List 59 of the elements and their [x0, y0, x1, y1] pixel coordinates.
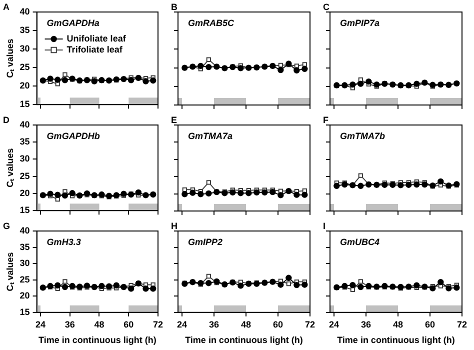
x-tick-label: 36: [360, 319, 372, 330]
x-tick-label: 24: [35, 319, 46, 330]
x-tick-label: 36: [208, 319, 220, 330]
legend-label: Trifoliate leaf: [66, 44, 124, 54]
text: GmTMA7b: [340, 131, 386, 141]
y-tick-label: 20: [20, 80, 30, 91]
y-axis-title: Cₜ values: [4, 252, 15, 292]
y-tick-label: 15: [20, 306, 30, 317]
x-tick-label: 48: [392, 319, 404, 330]
text: D: [3, 115, 10, 125]
x-tick-label: 48: [94, 319, 104, 330]
y-tick-label: 20: [20, 290, 30, 301]
y-tick-label: 30: [20, 154, 30, 164]
text: I: [323, 221, 326, 231]
text: C: [323, 2, 330, 12]
x-axis-title: Time in continuous light (h): [185, 335, 303, 346]
text: GmGAPDHb: [46, 131, 100, 141]
text: F: [323, 115, 329, 125]
x-tick-label: 60: [424, 319, 436, 330]
text: GmTMA7a: [188, 131, 233, 141]
x-tick-label: 24: [176, 319, 188, 330]
x-tick-label: 36: [64, 319, 75, 330]
x-tick-label: 60: [272, 319, 284, 330]
text: GmUBC4: [340, 237, 380, 247]
x-tick-label: 72: [304, 319, 316, 330]
y-axis-title: Cₜ values: [4, 38, 15, 78]
text: A: [3, 2, 10, 12]
x-axis-title: Time in continuous light (h): [337, 335, 455, 346]
x-axis-title: Time in continuous light (h): [38, 335, 156, 346]
y-tick-label: 35: [20, 136, 30, 147]
y-tick-label: 35: [20, 25, 30, 36]
y-tick-label: 15: [20, 205, 30, 216]
y-tick-label: 25: [20, 62, 30, 72]
y-tick-label: 25: [20, 170, 30, 181]
y-tick-label: 40: [20, 119, 30, 130]
x-tick-label: 24: [328, 319, 340, 330]
y-tick-label: 35: [20, 242, 30, 252]
x-tick-label: 60: [124, 319, 134, 330]
text: GmH3.3: [46, 237, 81, 247]
text: GmRAB5C: [188, 18, 235, 28]
y-tick-label: 25: [20, 274, 30, 284]
text: GmPIP7a: [340, 18, 380, 28]
text: B: [171, 2, 178, 12]
y-tick-label: 30: [20, 44, 30, 54]
y-tick-label: 20: [20, 188, 30, 198]
x-tick-label: 48: [240, 319, 252, 330]
y-axis-title: Cₜ values: [4, 148, 15, 188]
text: H: [171, 221, 178, 231]
y-tick-label: 30: [20, 258, 30, 268]
text: E: [171, 115, 178, 125]
x-tick-label: 72: [456, 319, 468, 330]
text: GmGAPDHa: [46, 18, 100, 28]
y-tick-label: 40: [20, 6, 30, 16]
x-tick-label: 72: [152, 319, 164, 330]
legend-label: Unifoliate leaf: [66, 33, 127, 44]
text: GmIPP2: [188, 237, 223, 247]
text: G: [3, 221, 10, 231]
y-tick-label: 15: [20, 99, 30, 110]
y-tick-label: 40: [20, 225, 30, 236]
